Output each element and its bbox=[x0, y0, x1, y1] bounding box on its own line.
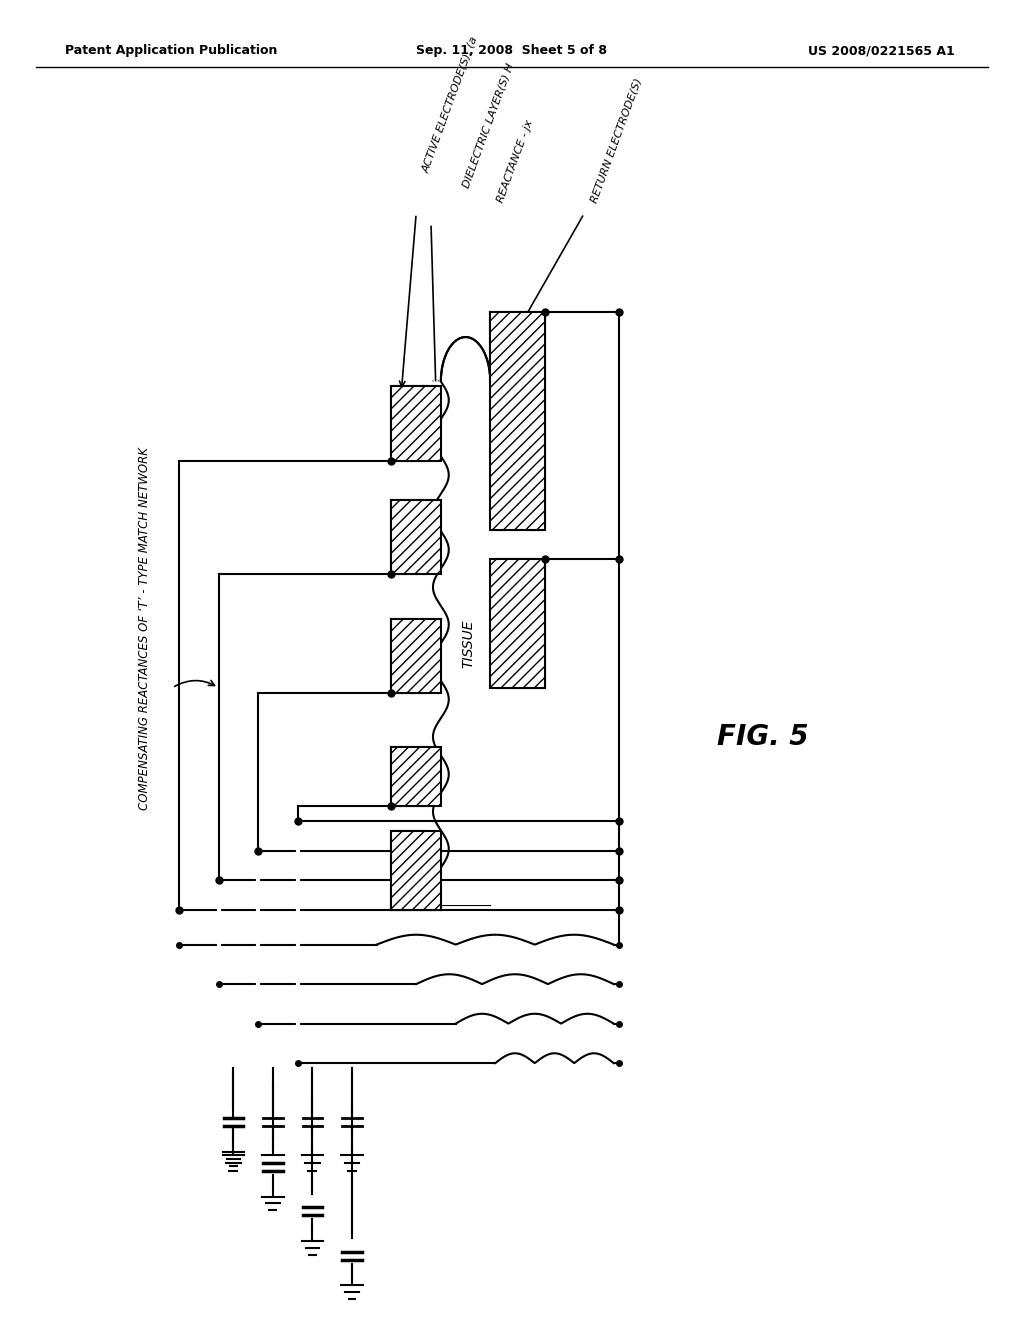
Text: REACTANCE - jx: REACTANCE - jx bbox=[496, 119, 535, 203]
Bar bbox=[391, 619, 441, 693]
Text: Patent Application Publication: Patent Application Publication bbox=[66, 44, 278, 57]
Bar bbox=[490, 560, 545, 688]
Ellipse shape bbox=[441, 337, 490, 426]
Bar bbox=[441, 381, 490, 906]
Bar bbox=[391, 387, 441, 461]
Bar bbox=[391, 832, 441, 909]
Bar bbox=[391, 500, 441, 574]
Text: DIELECTRIC LAYER(S) H: DIELECTRIC LAYER(S) H bbox=[461, 62, 515, 189]
Bar bbox=[391, 500, 441, 574]
Bar bbox=[391, 832, 441, 909]
Bar bbox=[490, 313, 545, 529]
Bar bbox=[436, 381, 496, 906]
Text: FIG. 5: FIG. 5 bbox=[718, 723, 809, 751]
Text: COMPENSATING REACTANCES OF ‘T’ - TYPE MATCH NETWORK: COMPENSATING REACTANCES OF ‘T’ - TYPE MA… bbox=[138, 447, 151, 810]
Text: TISSUE: TISSUE bbox=[462, 619, 475, 668]
Text: RETURN ELECTRODE(S): RETURN ELECTRODE(S) bbox=[589, 77, 644, 203]
Bar bbox=[391, 619, 441, 693]
Bar bbox=[391, 387, 441, 461]
Bar bbox=[391, 747, 441, 807]
Text: ACTIVE ELECTRODE(S), (a: ACTIVE ELECTRODE(S), (a bbox=[421, 34, 480, 174]
Bar bbox=[490, 560, 545, 688]
Text: Sep. 11, 2008  Sheet 5 of 8: Sep. 11, 2008 Sheet 5 of 8 bbox=[417, 44, 607, 57]
Bar bbox=[490, 313, 545, 529]
Text: US 2008/0221565 A1: US 2008/0221565 A1 bbox=[808, 44, 954, 57]
Bar bbox=[391, 747, 441, 807]
